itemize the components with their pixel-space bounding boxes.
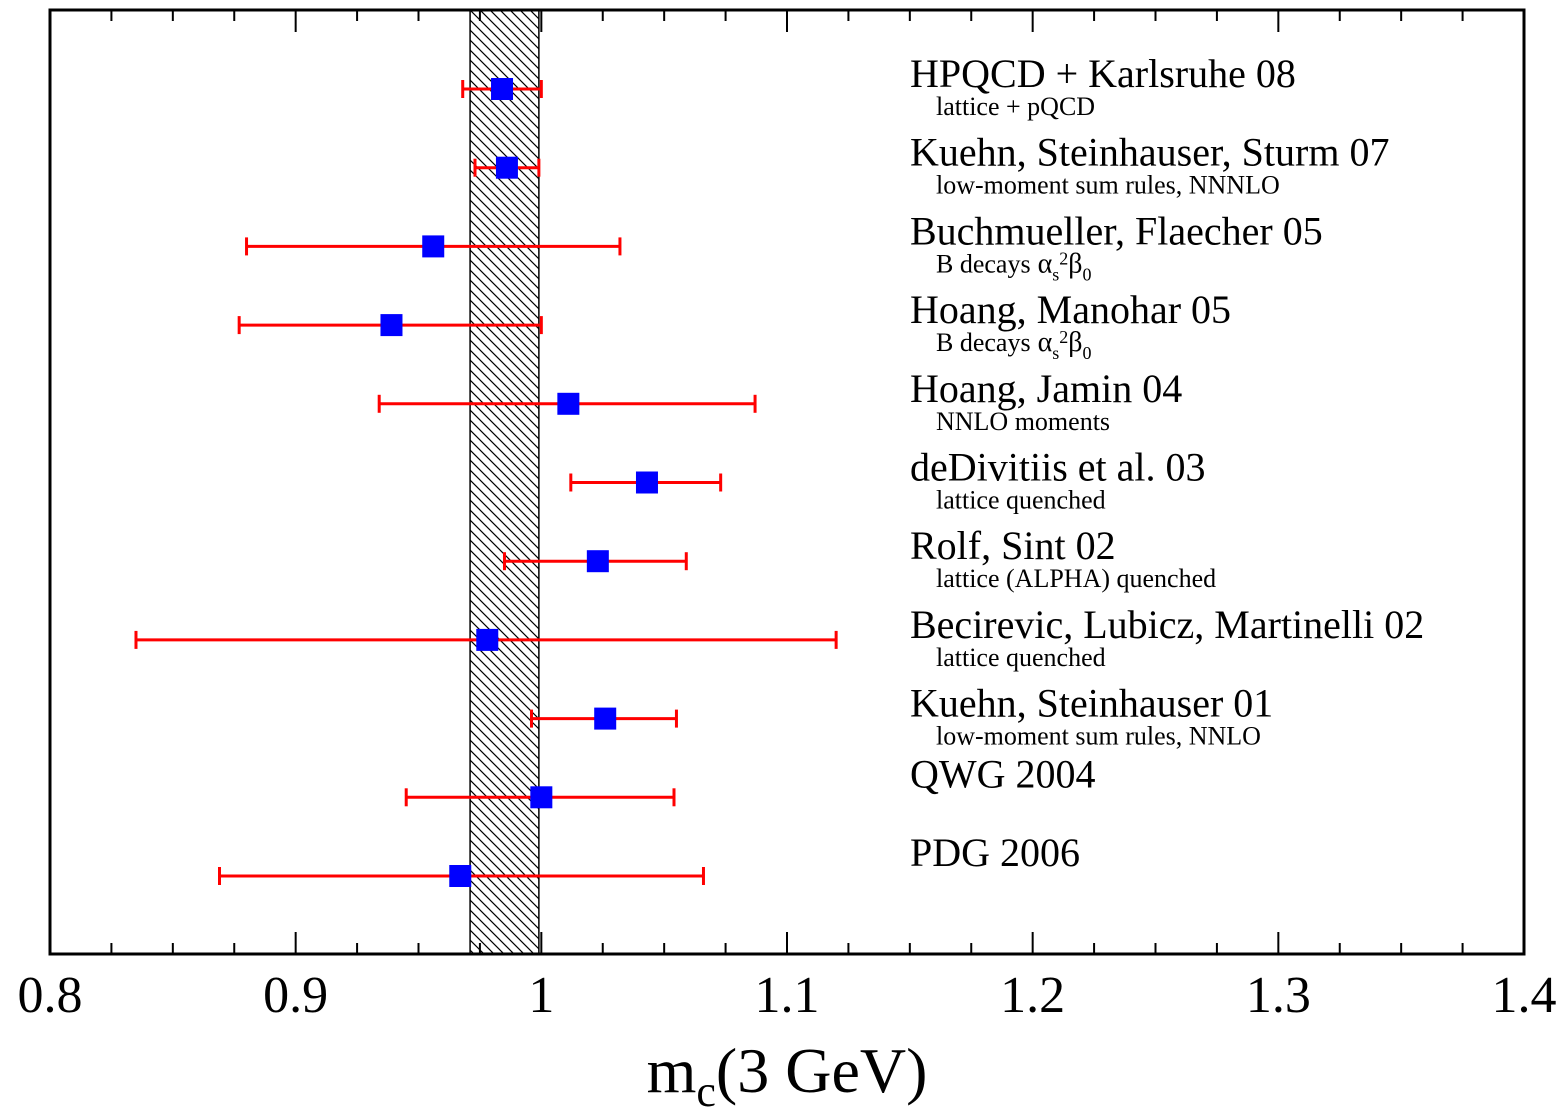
central-value-marker — [557, 392, 580, 415]
x-axis-label-rest: (3 GeV) — [716, 1035, 927, 1106]
measurement-subtitle: NNLO moments — [936, 407, 1110, 436]
hatched-band — [469, 9, 540, 955]
measurement-subtitle: lattice (ALPHA) quenched — [936, 564, 1216, 593]
measurement-point — [569, 471, 723, 494]
measurement-name: Hoang, Manohar 05 — [910, 287, 1231, 332]
central-value-marker — [530, 786, 553, 809]
measurement-label: QWG 2004 — [910, 751, 1096, 796]
x-tick-label: 1.1 — [755, 967, 820, 1024]
central-value-marker — [586, 550, 609, 573]
average-band — [469, 9, 540, 955]
measurement-name: PDG 2006 — [910, 830, 1080, 875]
x-tick-label: 1.2 — [1000, 967, 1065, 1024]
measurement-label: Hoang, Manohar 05B decays αs2β0 — [910, 287, 1231, 363]
x-tick-label: 1 — [528, 967, 554, 1024]
x-axis-label: mc(3 GeV) — [647, 1035, 928, 1115]
measurement-point — [245, 235, 622, 258]
x-axis-ticks — [49, 10, 1525, 954]
central-value-marker — [449, 865, 472, 887]
central-value-marker — [495, 156, 518, 179]
x-tick-label: 1.3 — [1246, 967, 1311, 1024]
central-value-marker — [476, 628, 499, 651]
measurement-point — [530, 707, 678, 730]
measurement-point — [134, 628, 838, 651]
x-axis-tick-labels: 0.8 0.9 1 1.1 1.2 1.3 1.4 — [18, 967, 1557, 1024]
measurement-subtitle: lattice quenched — [936, 486, 1106, 515]
measurement-point — [404, 786, 676, 809]
x-tick-label: 1.4 — [1492, 967, 1557, 1024]
measurement-label: Becirevic, Lubicz, Martinelli 02lattice … — [910, 602, 1424, 672]
x-tick-label: 0.9 — [263, 967, 328, 1024]
data-points — [134, 78, 838, 887]
measurement-subtitle: B decays αs2β0 — [936, 248, 1092, 284]
measurement-point — [502, 550, 688, 573]
measurement-label: Buchmueller, Flaecher 05B decays αs2β0 — [910, 208, 1323, 284]
measurement-label: PDG 2006 — [910, 830, 1080, 875]
x-axis-label-subscript: c — [696, 1067, 716, 1115]
measurement-name: Becirevic, Lubicz, Martinelli 02 — [910, 602, 1424, 647]
measurement-subtitle: B decays αs2β0 — [936, 327, 1092, 363]
central-value-marker — [380, 314, 403, 337]
measurement-point — [377, 392, 757, 415]
measurement-name: Kuehn, Steinhauser 01 — [910, 681, 1273, 726]
measurement-name: Buchmueller, Flaecher 05 — [910, 208, 1323, 253]
measurement-name: HPQCD + Karlsruhe 08 — [910, 51, 1296, 96]
measurement-subtitle: low-moment sum rules, NNLO — [936, 722, 1261, 751]
measurement-subtitle: low-moment sum rules, NNNLO — [936, 171, 1280, 200]
x-axis-label-main: m — [647, 1035, 697, 1106]
measurement-name: QWG 2004 — [910, 751, 1096, 796]
central-value-marker — [491, 78, 514, 100]
measurement-point — [461, 78, 543, 100]
x-tick-label: 0.8 — [18, 967, 83, 1024]
measurement-subtitle: lattice + pQCD — [936, 92, 1095, 121]
measurement-name: Kuehn, Steinhauser, Sturm 07 — [910, 130, 1389, 175]
measurement-point — [473, 156, 541, 179]
central-value-marker — [422, 235, 445, 258]
central-value-marker — [635, 471, 658, 494]
measurement-subtitle: lattice quenched — [936, 643, 1106, 672]
measurement-point — [237, 314, 543, 337]
measurement-name: Hoang, Jamin 04 — [910, 366, 1182, 411]
measurement-point — [218, 865, 705, 887]
central-value-marker — [594, 707, 617, 730]
measurement-name: Rolf, Sint 02 — [910, 523, 1116, 568]
measurement-name: deDivitiis et al. 03 — [910, 445, 1206, 490]
